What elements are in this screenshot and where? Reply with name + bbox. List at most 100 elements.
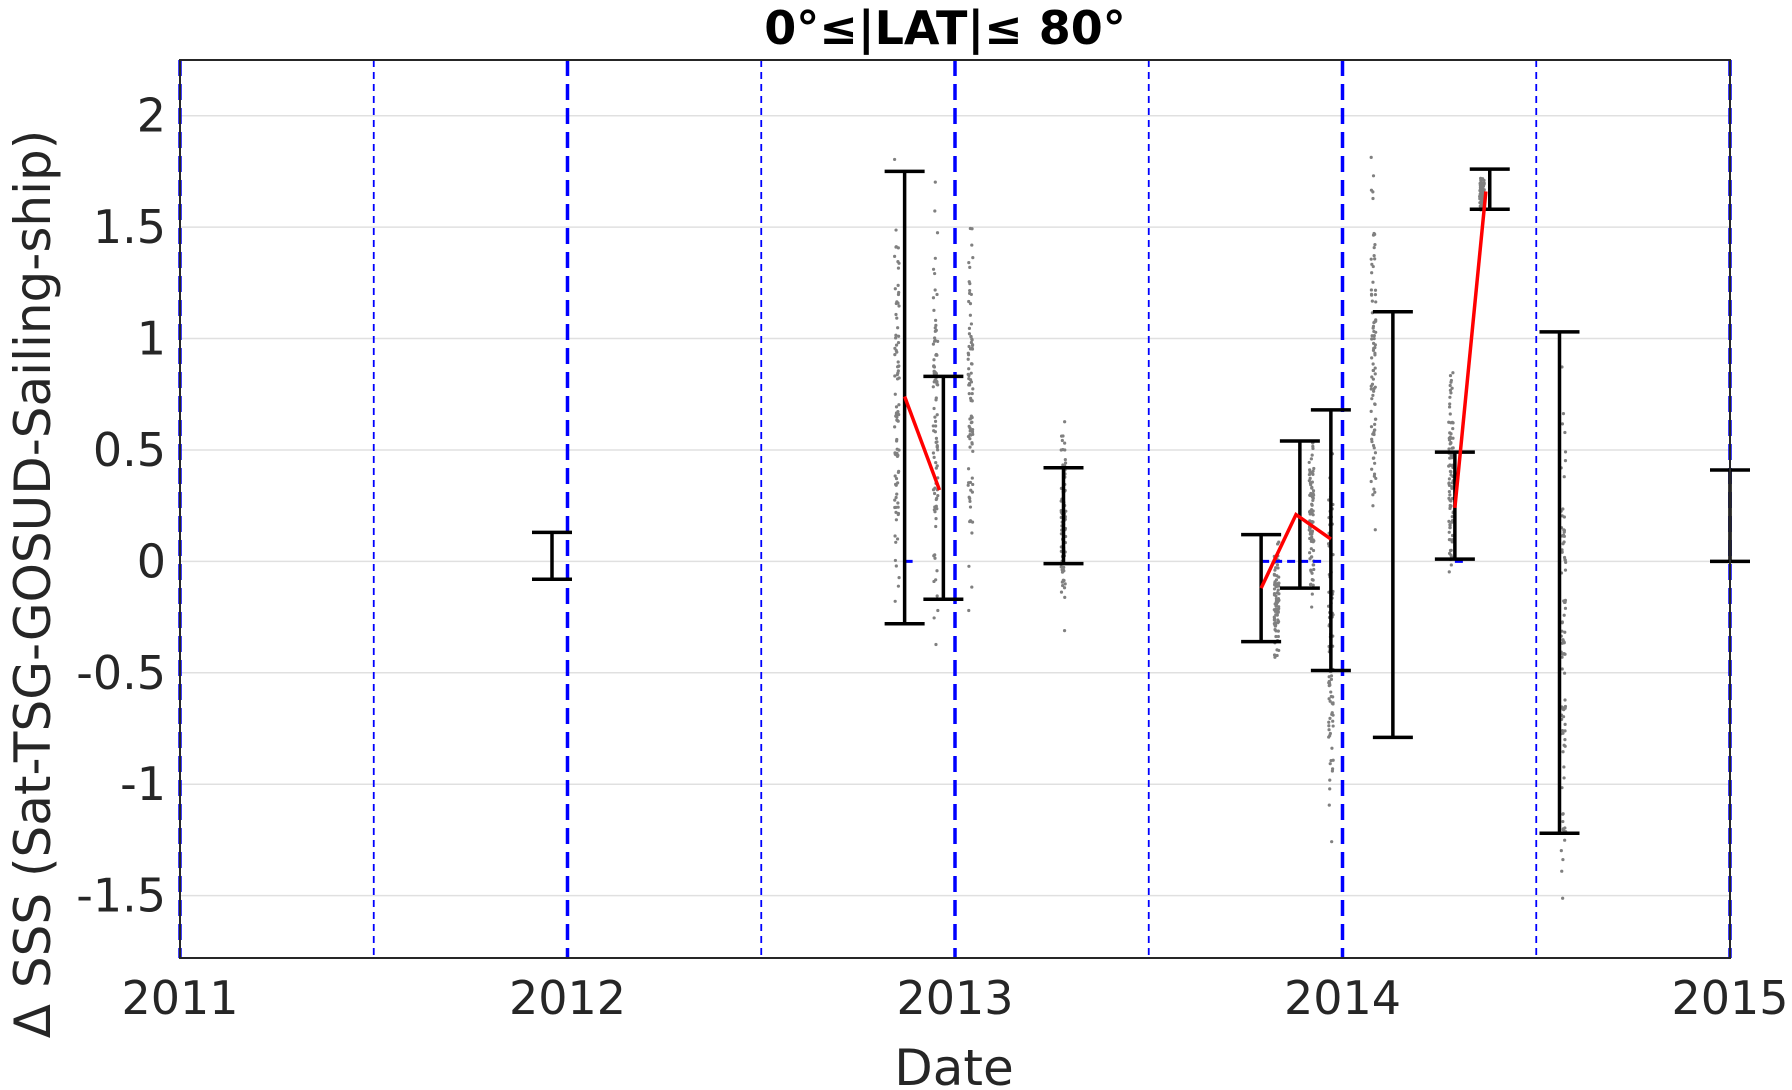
data-point [1563, 744, 1567, 748]
data-point [1372, 472, 1377, 476]
data-point [1373, 372, 1377, 376]
data-point [894, 405, 899, 409]
data-point [1562, 776, 1566, 780]
x-tick-labels: 2011 2012 2013 2014 2015 [121, 971, 1788, 1025]
data-point [894, 564, 898, 568]
data-point [1447, 447, 1451, 451]
data-point [894, 343, 899, 347]
chart-title: 0°≤|LAT|≤ 80° [764, 1, 1125, 56]
data-point [1371, 190, 1375, 194]
data-point [1276, 584, 1280, 588]
data-point [1450, 453, 1454, 457]
data-point [1370, 337, 1374, 341]
data-point [1447, 405, 1452, 409]
data-point [934, 379, 938, 383]
data-point [967, 608, 971, 613]
data-point [1370, 356, 1374, 360]
data-point [935, 464, 939, 468]
data-point [1373, 528, 1377, 532]
data-point [896, 501, 900, 505]
data-point [934, 323, 938, 327]
data-point [935, 231, 940, 235]
data-point [1327, 728, 1331, 732]
data-point [1451, 426, 1455, 431]
data-point [1447, 519, 1451, 523]
data-point [1560, 514, 1564, 518]
data-point [895, 537, 900, 541]
data-point [934, 504, 938, 508]
data-point [968, 496, 972, 501]
data-point [967, 261, 971, 265]
data-point [895, 377, 900, 381]
data-point [1274, 566, 1278, 570]
data-point [969, 398, 973, 403]
data-point [893, 558, 897, 563]
data-point [970, 243, 974, 247]
data-point [1310, 510, 1314, 514]
data-point [1327, 803, 1331, 807]
data-point [1562, 652, 1566, 656]
data-point [968, 417, 972, 421]
data-point [1559, 849, 1563, 853]
data-point [1370, 467, 1374, 471]
data-point [1563, 606, 1568, 610]
data-point [931, 451, 936, 455]
data-point [933, 256, 937, 260]
data-point [1328, 787, 1332, 791]
data-point [1310, 480, 1314, 484]
data-point [1373, 293, 1378, 297]
data-point [933, 553, 937, 557]
data-point [893, 425, 897, 429]
data-point [970, 337, 974, 341]
data-point [1563, 838, 1567, 842]
data-point [894, 411, 899, 415]
data-point [896, 512, 900, 517]
data-point [1327, 697, 1331, 701]
data-point [1562, 555, 1567, 560]
data-point [1450, 386, 1454, 390]
data-point [936, 493, 940, 498]
data-point [1371, 493, 1375, 497]
data-point [1060, 580, 1064, 584]
data-point [968, 519, 972, 524]
data-point [1310, 592, 1314, 596]
data-point [970, 343, 975, 347]
data-point [1310, 503, 1314, 507]
data-point [1059, 590, 1064, 594]
data-point [1276, 634, 1280, 639]
data-point [933, 326, 937, 330]
data-point [933, 336, 937, 340]
data-point [1449, 380, 1453, 384]
data-point [932, 406, 936, 411]
y-tick-label: 2 [137, 89, 166, 143]
data-point [1374, 300, 1378, 304]
data-point [1310, 578, 1314, 582]
data-point [1560, 869, 1564, 873]
data-point [932, 455, 936, 459]
data-point [1275, 591, 1279, 595]
data-point [897, 576, 901, 580]
data-point [1370, 299, 1374, 303]
data-point [1563, 738, 1567, 742]
axes-frame [179, 59, 1731, 959]
data-point [1369, 257, 1373, 261]
data-point [1062, 629, 1067, 633]
data-point [1310, 453, 1314, 457]
data-point [1311, 444, 1315, 448]
data-point [1312, 539, 1316, 543]
data-point [1370, 262, 1374, 266]
data-point [1561, 819, 1565, 824]
data-point [896, 326, 900, 330]
data-point [1448, 395, 1452, 399]
data-point [1447, 483, 1452, 488]
data-point [1478, 189, 1483, 193]
data-point [1448, 523, 1452, 527]
data-point [1369, 288, 1374, 292]
data-point [1370, 397, 1374, 401]
data-point [1449, 391, 1453, 395]
data-point [969, 292, 973, 297]
data-point [968, 282, 972, 286]
data-point [1328, 731, 1332, 736]
data-point [967, 392, 971, 396]
data-point [1308, 526, 1312, 531]
